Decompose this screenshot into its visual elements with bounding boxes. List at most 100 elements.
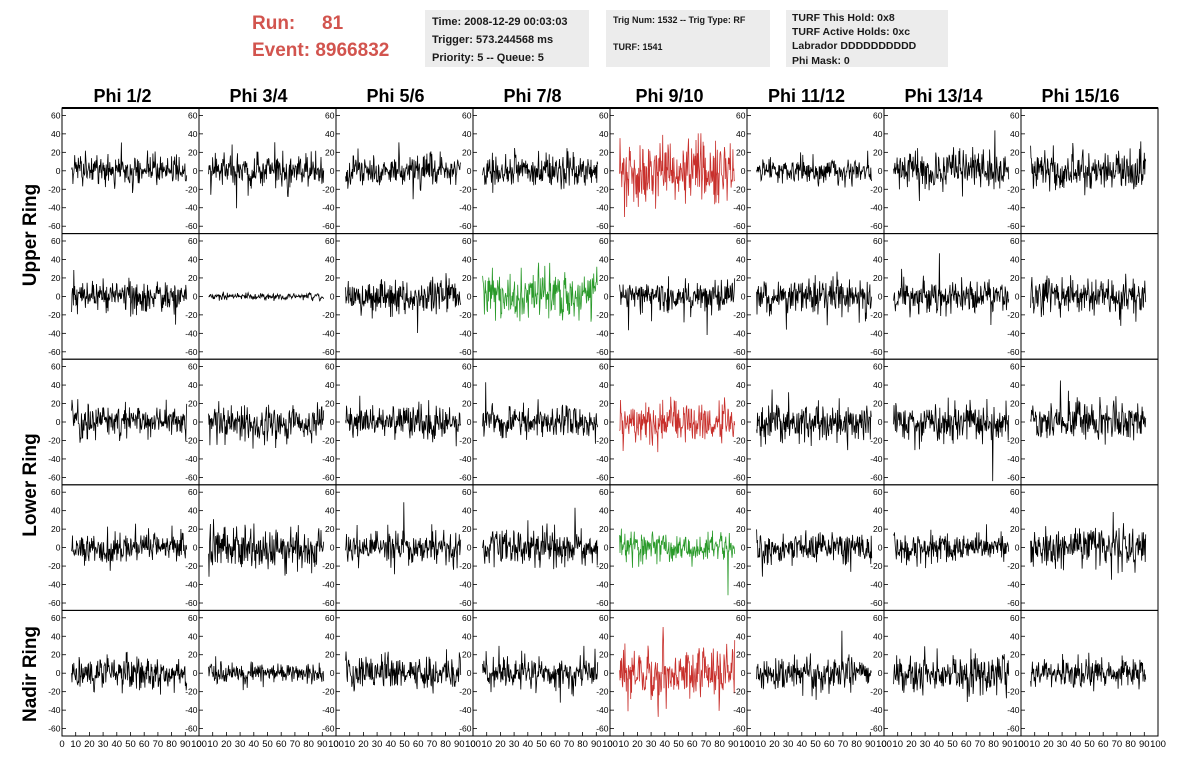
column-header-phi-1-2: Phi 1/2 [93, 86, 152, 106]
y-tick-label: -60 [733, 221, 746, 231]
y-tick-label: -20 [48, 435, 61, 445]
y-tick-label: 60 [188, 110, 198, 120]
y-tick-label: -20 [596, 310, 609, 320]
y-tick-label: -20 [185, 435, 198, 445]
y-tick-label: 0 [604, 417, 609, 427]
y-tick-label: -40 [733, 580, 746, 590]
y-tick-label: -40 [596, 580, 609, 590]
x-tick-label: 80 [988, 739, 999, 750]
x-tick-label: 60 [550, 739, 561, 750]
y-tick-label: 40 [736, 506, 746, 516]
y-tick-label: 0 [878, 668, 883, 678]
waveform-trace-r2-c3 [345, 273, 462, 334]
y-tick-label: 60 [325, 110, 335, 120]
y-tick-label: -60 [459, 724, 472, 734]
y-tick-label: -60 [322, 347, 335, 357]
turf-text: TURF: 1541 [613, 42, 663, 52]
waveform-trace-r3-c6 [756, 389, 872, 451]
y-tick-label: -40 [459, 328, 472, 338]
waveform-trace-r1-c6 [756, 150, 873, 188]
y-tick-label: 40 [51, 129, 61, 139]
waveform-panel-r4-c3 [335, 484, 474, 611]
y-tick-label: 20 [51, 399, 61, 409]
y-tick-label: 60 [736, 487, 746, 497]
x-tick-label: 80 [1125, 739, 1136, 750]
x-tick-label: 10 [1029, 739, 1040, 750]
y-tick-label: 60 [873, 487, 883, 497]
x-tick-label: 60 [413, 739, 424, 750]
y-tick-label: -40 [48, 580, 61, 590]
y-tick-label: 40 [188, 506, 198, 516]
y-tick-label: 60 [1010, 110, 1020, 120]
y-tick-label: 40 [873, 506, 883, 516]
x-tick-label: 100 [739, 739, 755, 750]
x-tick-label: 40 [660, 739, 671, 750]
x-tick-label: 40 [934, 739, 945, 750]
y-tick-label: 0 [741, 668, 746, 678]
y-tick-label: 60 [736, 362, 746, 372]
y-tick-label: 20 [462, 147, 472, 157]
y-tick-label: 0 [330, 291, 335, 301]
y-tick-label: 60 [325, 236, 335, 246]
y-tick-label: 20 [325, 524, 335, 534]
waveform-trace-r5-c4 [482, 645, 599, 703]
y-tick-label: -20 [48, 687, 61, 697]
x-tick-label: 10 [892, 739, 903, 750]
y-tick-label: -60 [459, 472, 472, 482]
x-tick-label: 50 [947, 739, 958, 750]
waveform-trace-r5-c5 [619, 626, 736, 717]
y-tick-label: 0 [193, 543, 198, 553]
y-tick-label: 20 [51, 147, 61, 157]
x-tick-label: 20 [906, 739, 917, 750]
x-tick-label: 30 [783, 739, 794, 750]
y-tick-label: 60 [462, 236, 472, 246]
y-tick-label: -40 [596, 328, 609, 338]
y-tick-label: -40 [733, 203, 746, 213]
waveform-trace-r4-c2 [208, 519, 325, 577]
y-tick-label: -20 [1007, 184, 1020, 194]
y-tick-label: -60 [185, 598, 198, 608]
y-tick-label: 40 [736, 631, 746, 641]
y-tick-label: 0 [56, 166, 61, 176]
y-tick-label: 60 [462, 110, 472, 120]
y-tick-label: 40 [1010, 380, 1020, 390]
y-tick-label: -40 [185, 203, 198, 213]
time-info-box: Time: 2008-12-29 00:03:03 Trigger: 573.2… [425, 10, 589, 67]
y-tick-label: 0 [741, 543, 746, 553]
waveform-trace-r2-c6 [756, 271, 873, 330]
column-header-phi-15-16: Phi 15/16 [1041, 86, 1120, 106]
x-tick-label: 0 [744, 739, 749, 750]
x-tick-label: 10 [207, 739, 218, 750]
waveform-trace-r3-c5 [619, 396, 736, 453]
y-tick-label: 20 [325, 273, 335, 283]
y-tick-label: 0 [1015, 417, 1020, 427]
y-tick-label: -40 [1007, 203, 1020, 213]
y-tick-label: -60 [1007, 598, 1020, 608]
y-tick-label: 0 [1015, 668, 1020, 678]
y-tick-label: 40 [462, 631, 472, 641]
y-tick-label: 40 [736, 129, 746, 139]
y-tick-label: 60 [188, 362, 198, 372]
y-tick-label: -40 [870, 328, 883, 338]
y-tick-label: -60 [1007, 221, 1020, 231]
y-tick-label: -20 [322, 435, 335, 445]
y-tick-label: -20 [48, 310, 61, 320]
y-tick-label: 60 [325, 613, 335, 623]
x-tick-label: 30 [1057, 739, 1068, 750]
y-tick-label: -60 [733, 598, 746, 608]
y-tick-label: -60 [1007, 724, 1020, 734]
y-tick-label: 0 [1015, 543, 1020, 553]
y-tick-label: -20 [1007, 310, 1020, 320]
x-tick-label: 50 [399, 739, 410, 750]
y-tick-label: -20 [322, 310, 335, 320]
y-tick-label: 60 [599, 236, 609, 246]
y-tick-label: 20 [462, 399, 472, 409]
y-tick-label: 40 [462, 380, 472, 390]
y-tick-label: 60 [873, 613, 883, 623]
x-tick-label: 0 [1018, 739, 1023, 750]
y-tick-label: 20 [873, 399, 883, 409]
x-tick-label: 40 [523, 739, 534, 750]
waveform-trace-r3-c3 [345, 395, 462, 447]
y-tick-label: -60 [322, 724, 335, 734]
y-tick-label: 20 [873, 273, 883, 283]
